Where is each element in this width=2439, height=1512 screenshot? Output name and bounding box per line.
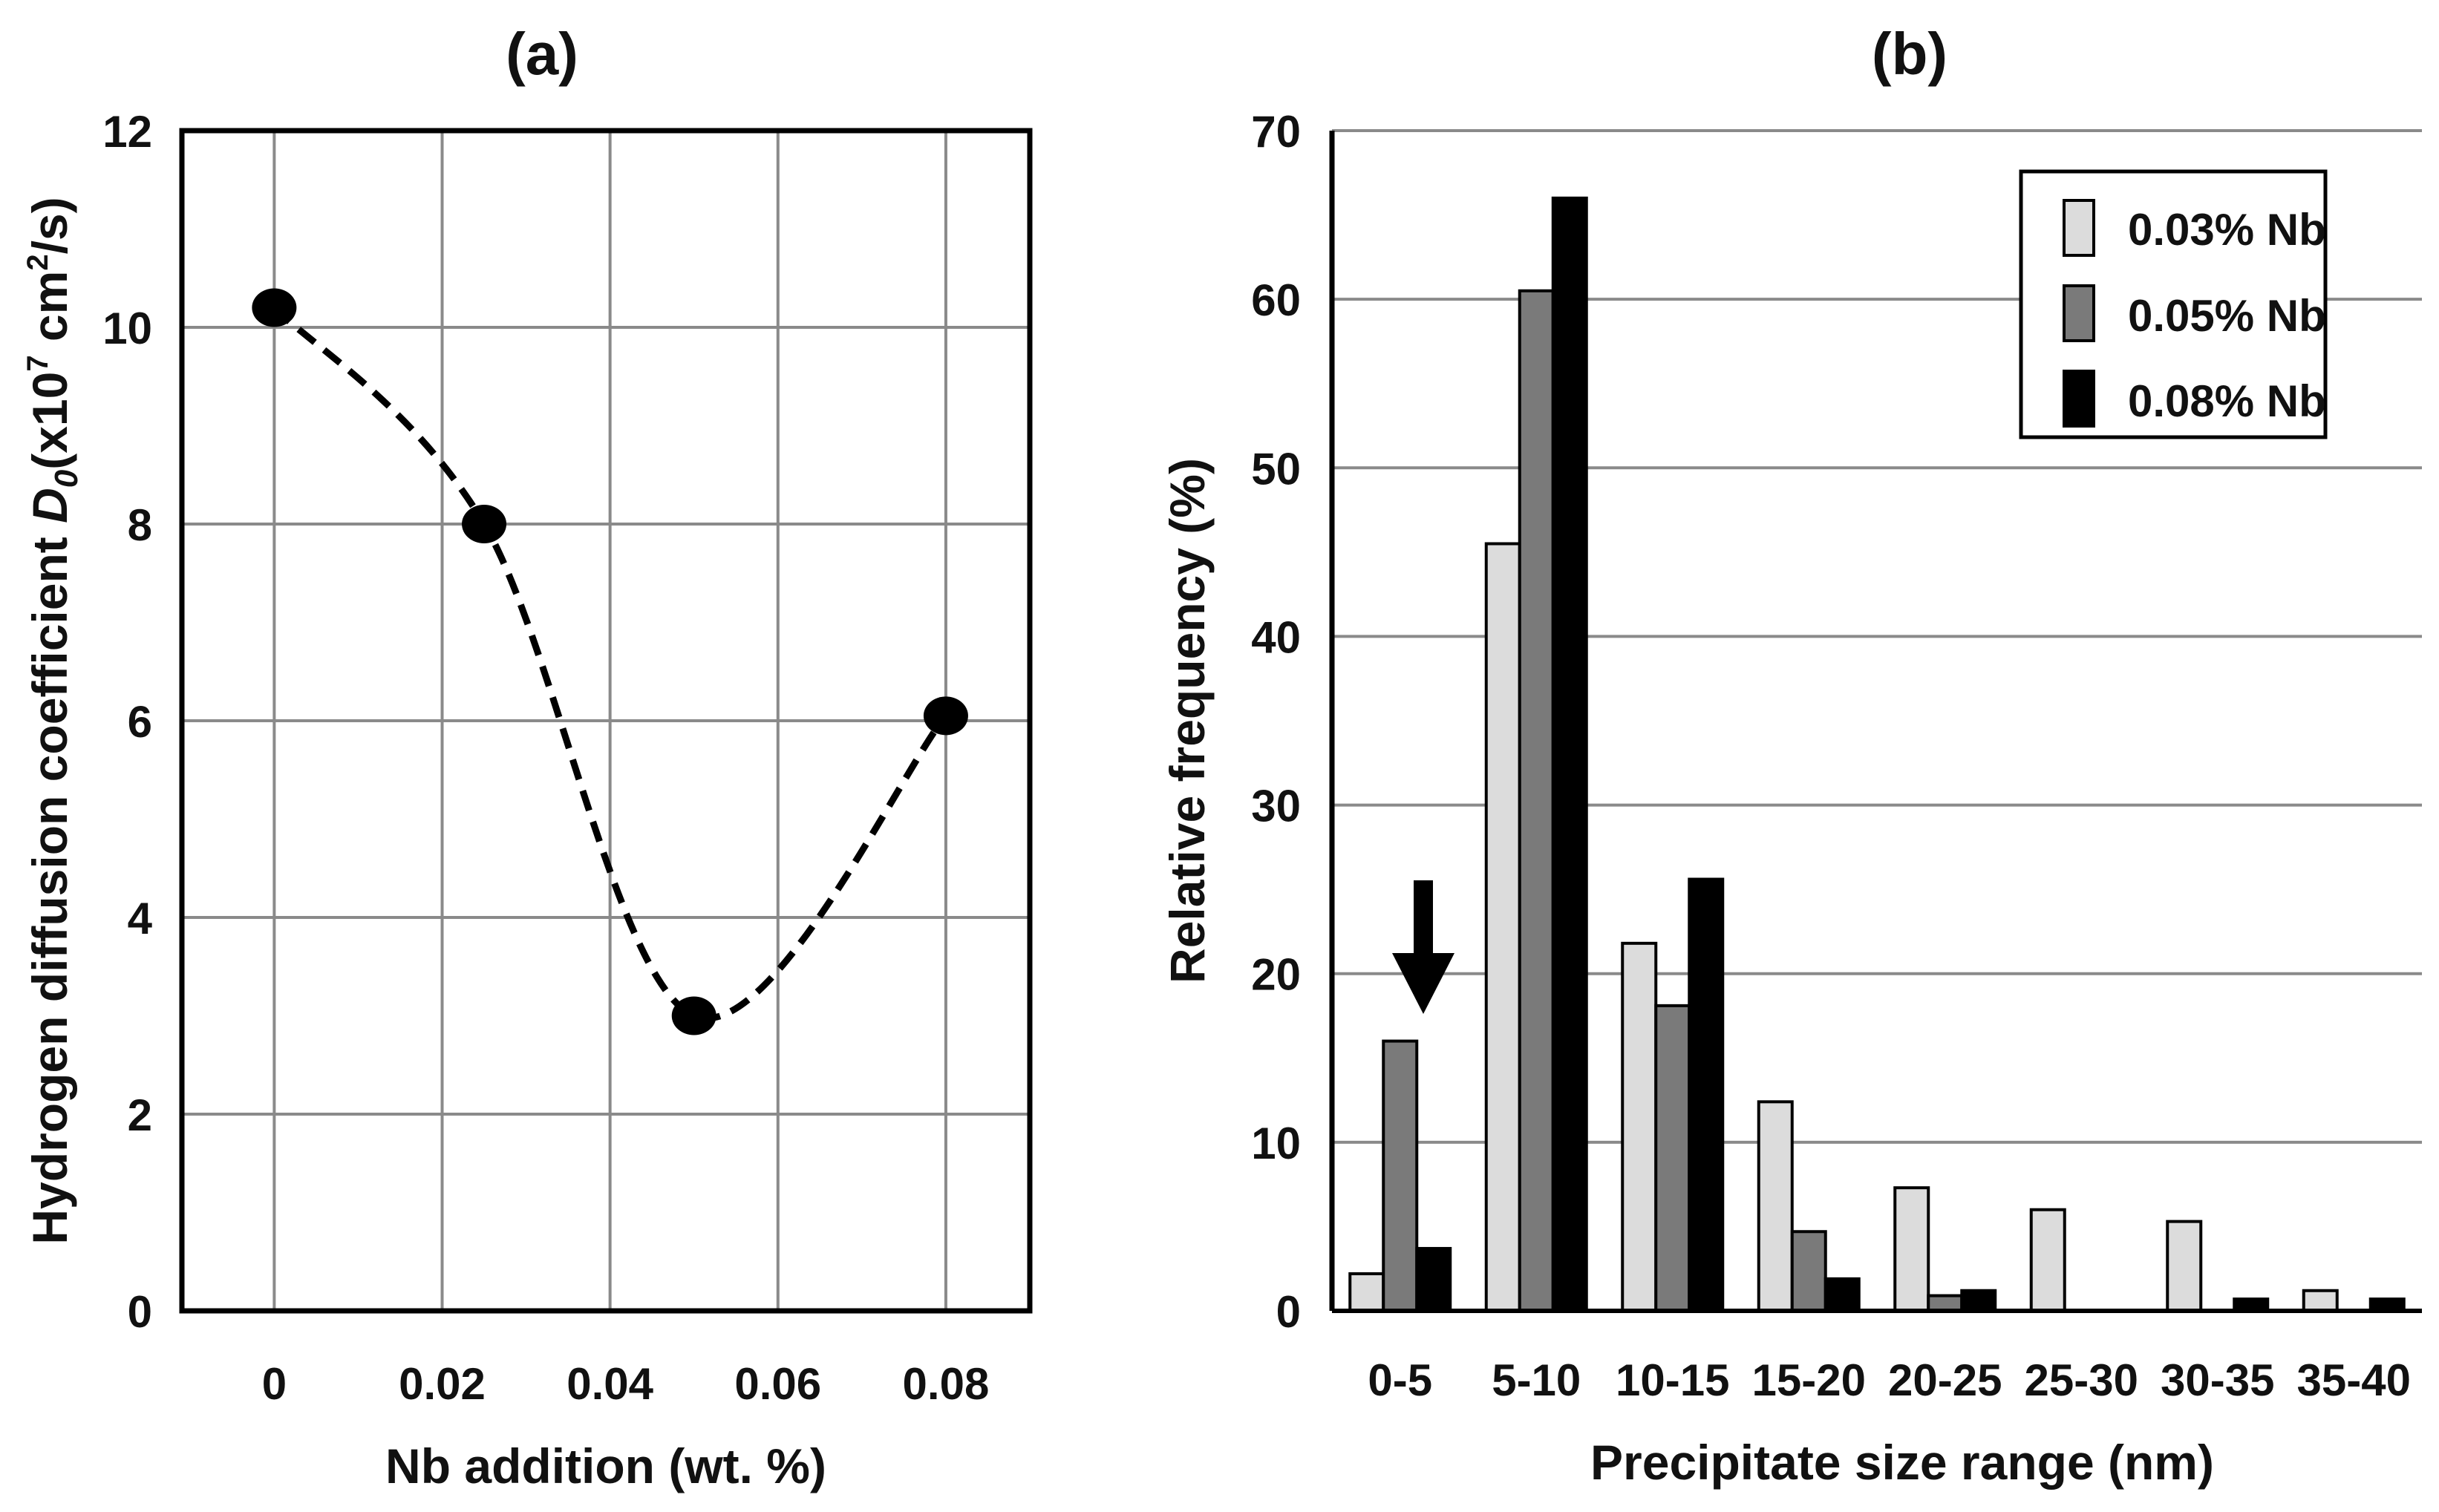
- panel-b-x-tick-label: 30-35: [2161, 1355, 2274, 1405]
- panel-a-x-tick-label: 0.04: [567, 1359, 653, 1409]
- legend-swatch-0.08-nb: [2063, 370, 2095, 428]
- panel-b-bars: [1348, 196, 2406, 1313]
- panel-b-x-tick-label: 35-40: [2297, 1355, 2411, 1405]
- panel-a-gridlines: [182, 129, 1030, 1312]
- bar-10-15-0.05-nb: [1654, 1004, 1691, 1313]
- panel-a-y-tick-label: 10: [102, 304, 152, 353]
- bar-0-5-0.08-nb: [1415, 1246, 1452, 1313]
- panel-b-y-tick-label: 40: [1251, 612, 1301, 662]
- panel-a-y-axis-label: Hydrogen diffusion coefficient D0(x107 c…: [22, 197, 85, 1244]
- panel-b-x-tick-label: 5-10: [1492, 1355, 1581, 1405]
- panel-a-x-tick-label: 0.02: [399, 1359, 486, 1409]
- panel-b-x-tick-label: 20-25: [1888, 1355, 2002, 1405]
- panel-b-y-tick-label: 30: [1251, 782, 1301, 831]
- panel-a-data-point: [671, 996, 716, 1035]
- panel-a-y-tick-label: 12: [102, 107, 152, 157]
- bar-35-40-0.03-nb: [2302, 1289, 2339, 1312]
- bar-20-25-0.05-nb: [1927, 1294, 1964, 1312]
- legend-label-0.05-nb: 0.05% Nb: [2128, 291, 2326, 341]
- bar-15-20-0.03-nb: [1757, 1100, 1794, 1313]
- panel-b-x-tick-label: 10-15: [1616, 1355, 1729, 1405]
- legend-swatch-0.05-nb: [2063, 284, 2095, 342]
- bar-5-10-0.03-nb: [1484, 542, 1521, 1312]
- bar-20-25-0.08-nb: [1960, 1289, 1997, 1312]
- panel-a-title: (a): [506, 21, 578, 87]
- panel-b-y-tick-label: 20: [1251, 950, 1301, 1000]
- panel-a-x-tick-label: 0: [262, 1359, 287, 1409]
- legend-label-0.08-nb: 0.08% Nb: [2128, 376, 2326, 426]
- panel-a-y-tick-label: 8: [128, 500, 152, 550]
- panel-b-title: (b): [1872, 21, 1947, 87]
- legend-item-0.03-nb: 0.03% Nb: [2063, 199, 2326, 257]
- panel-b-y-tick-labels: 0 10 20 30 40 50 60 70: [1251, 107, 1301, 1337]
- bar-10-15-0.03-nb: [1621, 941, 1658, 1313]
- panel-b-x-tick-label: 25-30: [2025, 1355, 2138, 1405]
- legend-swatch-0.03-nb: [2063, 199, 2095, 257]
- panel-a-plot-frame: [179, 128, 1033, 1314]
- bar-15-20-0.05-nb: [1790, 1230, 1827, 1312]
- panel-b-x-axis-label: Precipitate size range (nm): [1590, 1435, 2214, 1490]
- panel-b-y-tick-label: 10: [1251, 1119, 1301, 1168]
- panel-a-dashed-curve: [272, 305, 949, 1022]
- panel-a-data-point: [252, 288, 297, 327]
- panel-b-bar-chart: (b) 0 10 20 30 40 50 60 70 0-5 5-10 10-15 15-20 20-…: [1160, 21, 2422, 1490]
- panel-b-y-axis-label: Relative frequency (%): [1160, 458, 1215, 984]
- panel-b-y-tick-label: 50: [1251, 444, 1301, 494]
- bar-0-5-0.05-nb: [1382, 1039, 1419, 1312]
- panel-a-y-tick-label: 2: [128, 1090, 152, 1140]
- panel-a-data-points: [252, 288, 968, 1035]
- bar-5-10-0.05-nb: [1518, 289, 1555, 1312]
- bar-30-35-0.03-nb: [2166, 1220, 2203, 1312]
- legend-item-0.08-nb: 0.08% Nb: [2063, 370, 2326, 428]
- panel-b-y-tick-label: 60: [1251, 275, 1301, 325]
- panel-a-x-axis-label: Nb addition (wt. %): [385, 1439, 826, 1493]
- panel-b-x-tick-label: 15-20: [1752, 1355, 1866, 1405]
- panel-a-x-tick-label: 0.08: [903, 1359, 990, 1409]
- bar-20-25-0.03-nb: [1893, 1186, 1930, 1312]
- bar-5-10-0.08-nb: [1551, 196, 1588, 1312]
- panel-a-y-tick-labels: 0 2 4 6 8 10 12: [102, 107, 152, 1337]
- panel-a-data-point: [462, 505, 507, 543]
- panel-b-y-tick-label: 0: [1276, 1287, 1301, 1337]
- panel-b-x-tick-labels: 0-5 5-10 10-15 15-20 20-25 25-30 30-35 35-40: [1368, 1355, 2411, 1405]
- panel-b-y-tick-label: 70: [1251, 107, 1301, 157]
- panel-a-x-tick-labels: 0 0.02 0.04 0.06 0.08: [262, 1359, 990, 1409]
- panel-a-y-tick-label: 0: [128, 1287, 152, 1337]
- panel-b-down-arrow: [1392, 880, 1454, 1014]
- panel-a-x-tick-label: 0.06: [734, 1359, 821, 1409]
- bar-25-30-0.03-nb: [2029, 1208, 2066, 1312]
- bar-15-20-0.08-nb: [1823, 1277, 1861, 1313]
- panel-b-legend: 0.03% Nb 0.05% Nb 0.08% Nb: [2019, 169, 2328, 439]
- panel-a-data-point: [923, 696, 968, 736]
- panel-a-y-tick-label: 4: [128, 894, 153, 943]
- bar-10-15-0.08-nb: [1688, 877, 1725, 1312]
- bar-0-5-0.03-nb: [1348, 1272, 1385, 1312]
- panel-b-x-tick-label: 0-5: [1368, 1355, 1432, 1405]
- panel-a-y-tick-label: 6: [128, 697, 152, 747]
- legend-label-0.03-nb: 0.03% Nb: [2128, 205, 2326, 255]
- panel-a-line-chart: (a) 0 2 4 6 8 10 12 0 0.02 0.04 0.06 0.08 Nb addit…: [22, 21, 1033, 1493]
- legend-item-0.05-nb: 0.05% Nb: [2063, 284, 2326, 342]
